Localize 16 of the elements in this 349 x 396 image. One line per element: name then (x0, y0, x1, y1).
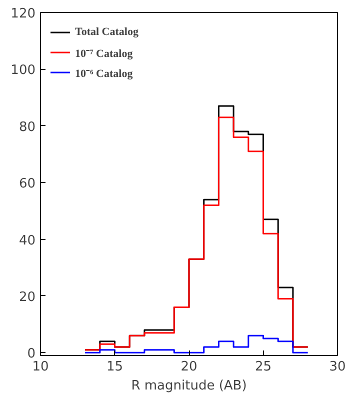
y-tick-label: 80 (18, 120, 36, 135)
legend-label: Total Catalog (75, 26, 138, 38)
y-tick-label: 60 (18, 176, 36, 192)
x-tick-label: 20 (180, 360, 198, 374)
y-tick-label: 100 (10, 63, 36, 78)
x-axis-title: R magnitude (AB) (131, 378, 247, 394)
legend-label: 10⁻⁷ Catalog (75, 46, 133, 60)
x-tick-label: 25 (254, 360, 272, 374)
y-tick-label: 20 (18, 290, 36, 305)
x-tick-label: 30 (329, 360, 346, 374)
y-tick-label: 40 (18, 233, 36, 248)
x-tick-label: 15 (106, 360, 124, 374)
y-tick-label: 120 (10, 6, 36, 22)
legend-label: 10⁻⁶ Catalog (75, 66, 133, 80)
x-tick-label: 10 (32, 360, 49, 374)
y-tick-label: 0 (27, 346, 36, 362)
